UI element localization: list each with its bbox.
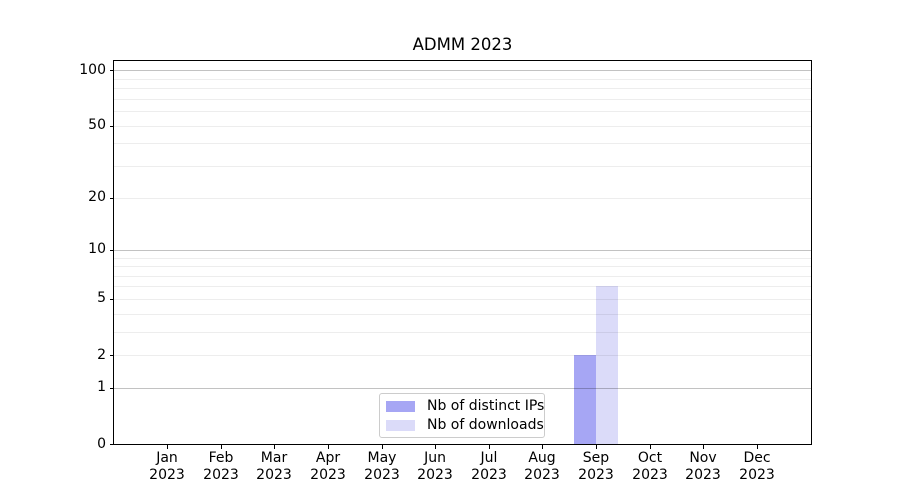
- y-axis-tick-label: 20: [88, 189, 106, 205]
- x-tick-year: 2023: [364, 467, 400, 483]
- x-tick-year: 2023: [739, 467, 775, 483]
- x-tick-year: 2023: [256, 467, 292, 483]
- x-axis-tick-label: Oct 2023: [615, 450, 685, 484]
- legend-row-downloads: Nb of downloads: [386, 417, 544, 433]
- bar-downloads-sep: [596, 286, 619, 444]
- y-gridline-minor: [114, 125, 811, 127]
- y-axis-tick-label: 5: [97, 290, 106, 306]
- y-axis-tick: [110, 299, 114, 300]
- x-axis-tick-label: Apr 2023: [293, 450, 363, 484]
- y-gridline-minor: [114, 257, 811, 259]
- downloads-swatch-icon: [386, 419, 415, 431]
- y-gridline-minor: [114, 275, 811, 277]
- y-gridline-minor: [114, 88, 811, 90]
- x-axis-tick: [757, 445, 758, 449]
- x-axis-tick-label: Jun 2023: [400, 450, 470, 484]
- x-tick-year: 2023: [524, 467, 560, 483]
- x-tick-month: Sep: [582, 450, 610, 466]
- x-tick-month: Apr: [315, 450, 341, 466]
- y-gridline-minor: [114, 286, 811, 288]
- y-gridline-minor: [114, 111, 811, 113]
- y-gridline-minor: [114, 313, 811, 315]
- y-axis-tick: [110, 388, 114, 389]
- x-tick-month: Jun: [424, 450, 446, 466]
- y-axis-tick-label: 10: [88, 241, 106, 257]
- x-tick-year: 2023: [149, 467, 185, 483]
- legend-label-downloads: Nb of downloads: [427, 417, 544, 433]
- y-gridline-major: [114, 387, 811, 389]
- y-gridline-minor: [114, 298, 811, 300]
- y-axis-tick-label: 50: [88, 117, 106, 133]
- y-axis-tick: [110, 355, 114, 356]
- x-axis-tick-label: May 2023: [347, 450, 417, 484]
- y-gridline-minor: [114, 197, 811, 199]
- x-axis-tick-label: Jul 2023: [454, 450, 524, 484]
- x-axis-tick: [650, 445, 651, 449]
- x-tick-month: Jan: [156, 450, 178, 466]
- x-axis-tick: [435, 445, 436, 449]
- x-axis-tick-label: Nov 2023: [668, 450, 738, 484]
- legend-label-distinct-ips: Nb of distinct IPs: [427, 398, 545, 414]
- y-axis-tick-label: 0: [97, 436, 106, 452]
- x-tick-year: 2023: [310, 467, 346, 483]
- y-gridline-minor: [114, 98, 811, 100]
- x-axis-tick: [328, 445, 329, 449]
- x-tick-year: 2023: [578, 467, 614, 483]
- x-axis-tick: [221, 445, 222, 449]
- legend: Nb of distinct IPs Nb of downloads: [379, 393, 545, 438]
- x-tick-month: Dec: [743, 450, 771, 466]
- x-axis-tick-label: Aug 2023: [507, 450, 577, 484]
- x-axis-tick-label: Sep 2023: [561, 450, 631, 484]
- x-tick-year: 2023: [632, 467, 668, 483]
- x-tick-month: May: [367, 450, 397, 466]
- y-axis-tick-label: 2: [97, 347, 106, 363]
- y-axis-tick: [110, 444, 114, 445]
- y-axis-tick: [110, 198, 114, 199]
- y-axis-tick-label: 1: [97, 379, 106, 395]
- x-tick-year: 2023: [417, 467, 453, 483]
- y-axis-tick-label: 100: [79, 62, 106, 78]
- y-gridline-minor: [114, 78, 811, 80]
- y-gridline-major: [114, 70, 811, 72]
- x-axis-tick-label: Mar 2023: [239, 450, 309, 484]
- y-gridline-minor: [114, 331, 811, 333]
- bar-distinct-ips-sep: [574, 355, 597, 444]
- x-tick-month: Nov: [689, 450, 717, 466]
- x-axis-tick: [542, 445, 543, 449]
- chart-title: ADMM 2023: [412, 35, 513, 54]
- legend-row-distinct-ips: Nb of distinct IPs: [386, 398, 544, 414]
- y-gridline-minor: [114, 143, 811, 145]
- x-axis-tick: [274, 445, 275, 449]
- distinct-ips-swatch-icon: [386, 400, 415, 412]
- y-gridline-minor: [114, 266, 811, 268]
- x-tick-month: Feb: [208, 450, 234, 466]
- y-axis-tick: [110, 70, 114, 71]
- x-tick-year: 2023: [685, 467, 721, 483]
- y-axis-tick: [110, 250, 114, 251]
- x-axis-tick: [596, 445, 597, 449]
- y-gridline-minor: [114, 166, 811, 167]
- x-axis-tick: [167, 445, 168, 449]
- x-tick-month: Mar: [260, 450, 288, 466]
- x-tick-year: 2023: [471, 467, 507, 483]
- x-axis-tick-label: Feb 2023: [186, 450, 256, 484]
- x-tick-year: 2023: [203, 467, 239, 483]
- y-gridline-minor: [114, 355, 811, 357]
- x-tick-month: Jul: [480, 450, 498, 466]
- y-gridline-major: [114, 249, 811, 251]
- x-axis-tick: [382, 445, 383, 449]
- plot-area: Nb of distinct IPs Nb of downloads: [113, 60, 812, 445]
- x-axis-tick: [703, 445, 704, 449]
- x-tick-month: Aug: [528, 450, 556, 466]
- x-axis-tick-label: Dec 2023: [722, 450, 792, 484]
- x-axis-tick-label: Jan 2023: [132, 450, 202, 484]
- x-axis-tick: [489, 445, 490, 449]
- y-axis-tick: [110, 126, 114, 127]
- x-tick-month: Oct: [637, 450, 663, 466]
